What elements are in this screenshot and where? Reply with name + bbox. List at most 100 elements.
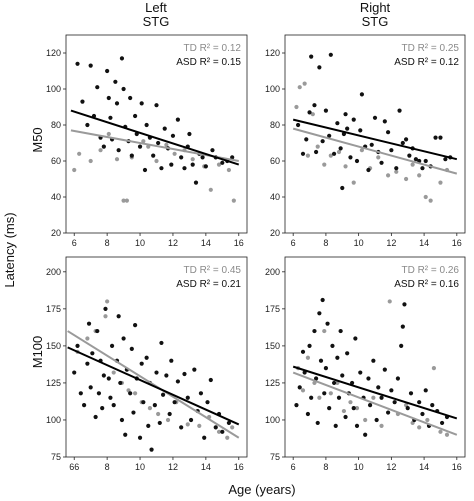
td-point bbox=[423, 194, 428, 200]
asd-point bbox=[152, 403, 157, 408]
asd-point bbox=[318, 358, 324, 363]
asd-point bbox=[164, 373, 169, 378]
td-point bbox=[154, 158, 159, 164]
asd-fit-line bbox=[67, 346, 240, 426]
asd-point bbox=[162, 126, 167, 131]
asd-point bbox=[402, 302, 407, 307]
asd-point bbox=[372, 115, 378, 120]
asd-point bbox=[105, 68, 110, 74]
td-point bbox=[379, 423, 384, 428]
y-tick-label: 100 bbox=[265, 415, 280, 425]
column-title-right-line1: Right bbox=[360, 0, 391, 15]
asd-r2-annotation: ASD R² = 0.15 bbox=[176, 57, 241, 68]
x-tick-label: 6 bbox=[72, 238, 77, 248]
td-point bbox=[111, 370, 116, 375]
td-point bbox=[351, 180, 356, 185]
asd-point bbox=[294, 403, 299, 408]
x-tick-label: 14 bbox=[201, 462, 211, 472]
td-point bbox=[354, 406, 360, 411]
plot-frame bbox=[65, 256, 248, 458]
x-tick-label: 14 bbox=[419, 462, 429, 472]
column-title-right-line2: STG bbox=[362, 14, 389, 29]
asd-point bbox=[438, 135, 443, 140]
asd-point bbox=[106, 376, 111, 381]
asd-point bbox=[397, 108, 402, 113]
td-point bbox=[428, 198, 433, 203]
asd-point bbox=[300, 349, 306, 354]
y-axis-label: Latency (ms) bbox=[2, 212, 17, 287]
asd-point bbox=[170, 133, 176, 138]
td-point bbox=[197, 423, 202, 428]
x-tick-label: 8 bbox=[105, 462, 110, 472]
asd-point bbox=[394, 166, 399, 171]
asd-point bbox=[395, 376, 401, 381]
asd-point bbox=[400, 324, 405, 329]
asd-point bbox=[185, 395, 190, 400]
asd-point bbox=[333, 423, 338, 428]
plot-frame bbox=[284, 34, 466, 234]
asd-point bbox=[226, 420, 231, 426]
asd-point bbox=[144, 355, 149, 360]
td-point bbox=[156, 411, 161, 417]
y-tick-label: 60 bbox=[51, 156, 61, 166]
asd-point bbox=[167, 411, 172, 417]
td-r2-annotation: TD R² = 0.12 bbox=[183, 43, 241, 54]
asd-point bbox=[169, 358, 174, 363]
asd-point bbox=[330, 343, 335, 348]
asd-point bbox=[149, 447, 154, 452]
row-label-m100: M100 bbox=[30, 336, 45, 369]
asd-point bbox=[343, 112, 348, 117]
td-point bbox=[103, 314, 108, 319]
asd-point bbox=[413, 157, 419, 162]
asd-point bbox=[129, 346, 134, 351]
asd-point bbox=[325, 321, 330, 326]
asd-point bbox=[113, 79, 118, 84]
y-tick-label: 125 bbox=[46, 378, 61, 388]
x-tick-label: 8 bbox=[323, 238, 328, 248]
asd-point bbox=[82, 403, 87, 408]
asd-point bbox=[119, 417, 125, 423]
panel-left-m100: 75 100 125 150 175 200 66 8 10 12 14 16 TD R² = 0.45… bbox=[46, 256, 248, 472]
asd-point bbox=[220, 429, 225, 434]
asd-point bbox=[379, 395, 384, 400]
asd-point bbox=[142, 167, 148, 173]
asd-point bbox=[371, 358, 376, 363]
asd-point bbox=[385, 130, 391, 135]
td-r2-annotation: TD R² = 0.45 bbox=[183, 265, 241, 276]
y-tick-label: 125 bbox=[265, 378, 280, 388]
asd-point bbox=[111, 403, 116, 408]
asd-point bbox=[172, 400, 177, 405]
asd-point bbox=[119, 56, 125, 61]
asd-point bbox=[93, 414, 98, 420]
asd-fit-line bbox=[292, 365, 458, 420]
asd-point bbox=[188, 417, 194, 423]
panel-right-m50: 20 40 60 80 100 120 6 8 10 12 14 16 TD R² = 0.25 ASD … bbox=[265, 34, 466, 248]
asd-point bbox=[300, 151, 306, 156]
asd-point bbox=[433, 135, 438, 140]
asd-point bbox=[328, 52, 333, 57]
y-tick-label: 100 bbox=[46, 415, 61, 425]
asd-point bbox=[121, 336, 126, 341]
td-point bbox=[230, 425, 235, 430]
asd-point bbox=[182, 166, 187, 171]
asd-point bbox=[297, 385, 302, 390]
asd-point bbox=[154, 103, 159, 108]
x-tick-label: 16 bbox=[452, 462, 462, 472]
x-tick-label: 10 bbox=[354, 462, 364, 472]
td-point bbox=[328, 153, 333, 158]
asd-point bbox=[389, 148, 394, 153]
y-tick-label: 120 bbox=[46, 48, 61, 58]
asd-point bbox=[78, 391, 83, 396]
asd-point bbox=[315, 420, 320, 426]
td-point bbox=[444, 432, 450, 437]
asd-point bbox=[128, 391, 133, 396]
asd-point bbox=[312, 328, 317, 334]
panel-right-m100: 75 100 125 150 175 200 6 8 10 12 14 16 TD R² = 0.26 A… bbox=[265, 256, 466, 472]
td-point bbox=[185, 422, 190, 427]
asd-point bbox=[354, 158, 360, 164]
asd-point bbox=[407, 153, 412, 158]
asd-point bbox=[399, 343, 404, 348]
td-point bbox=[88, 158, 93, 164]
asd-point bbox=[121, 86, 126, 92]
td-point bbox=[172, 151, 177, 156]
